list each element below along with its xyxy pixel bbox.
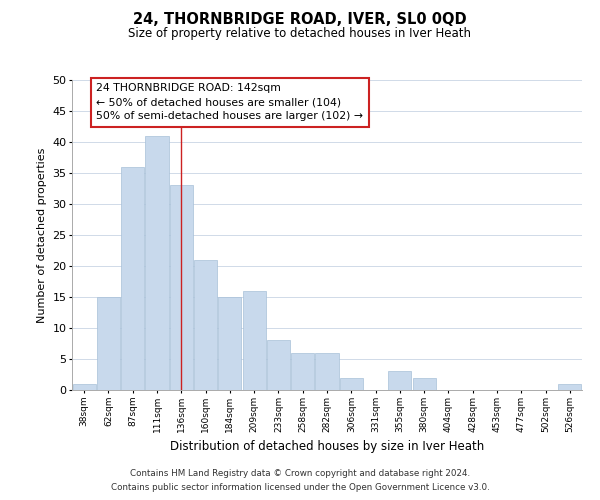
Bar: [267, 340, 290, 390]
Bar: [559, 384, 581, 390]
Bar: [170, 186, 193, 390]
Bar: [218, 297, 241, 390]
X-axis label: Distribution of detached houses by size in Iver Heath: Distribution of detached houses by size …: [170, 440, 484, 454]
Text: Contains public sector information licensed under the Open Government Licence v3: Contains public sector information licen…: [110, 484, 490, 492]
Bar: [97, 297, 120, 390]
Bar: [194, 260, 217, 390]
Bar: [291, 353, 314, 390]
Text: 24, THORNBRIDGE ROAD, IVER, SL0 0QD: 24, THORNBRIDGE ROAD, IVER, SL0 0QD: [133, 12, 467, 28]
Bar: [413, 378, 436, 390]
Bar: [316, 353, 338, 390]
Bar: [242, 291, 266, 390]
Bar: [388, 372, 412, 390]
Text: Contains HM Land Registry data © Crown copyright and database right 2024.: Contains HM Land Registry data © Crown c…: [130, 468, 470, 477]
Bar: [340, 378, 363, 390]
Y-axis label: Number of detached properties: Number of detached properties: [37, 148, 47, 322]
Bar: [73, 384, 95, 390]
Text: 24 THORNBRIDGE ROAD: 142sqm
← 50% of detached houses are smaller (104)
50% of se: 24 THORNBRIDGE ROAD: 142sqm ← 50% of det…: [96, 83, 363, 121]
Bar: [121, 167, 144, 390]
Bar: [145, 136, 169, 390]
Text: Size of property relative to detached houses in Iver Heath: Size of property relative to detached ho…: [128, 28, 472, 40]
